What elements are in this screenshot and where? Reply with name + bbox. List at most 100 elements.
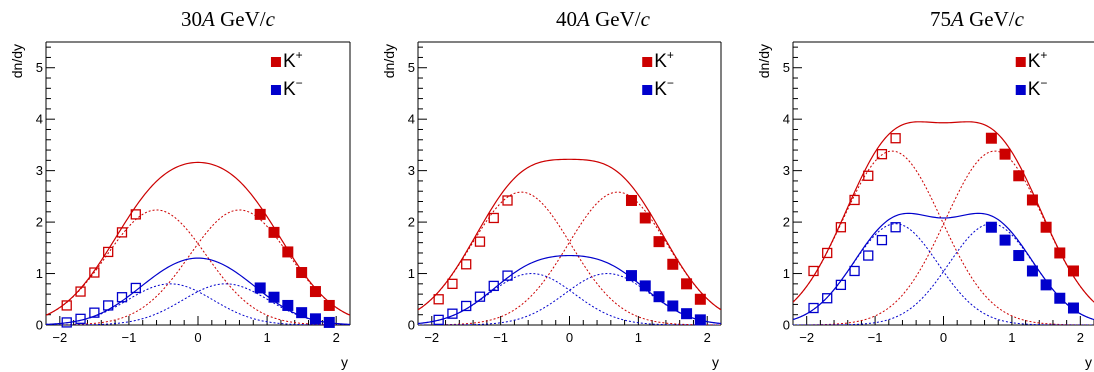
kplus-measured-point <box>323 299 335 311</box>
kplus-measured-point <box>1013 170 1025 182</box>
legend-label-kminus: K− <box>1028 76 1048 100</box>
kplus-measured-point <box>625 194 637 206</box>
y-tick-label: 3 <box>36 163 43 178</box>
kplus-measured-point <box>1026 194 1038 206</box>
kminus-measured-point <box>653 291 665 303</box>
legend-particle: K <box>654 79 667 100</box>
x-tick-label: 1 <box>1008 330 1015 345</box>
kplus-reflected-point <box>488 212 499 224</box>
x-tick-label: −2 <box>52 330 67 345</box>
kplus-measured-point <box>639 212 651 224</box>
kplus-measured-point <box>653 236 665 248</box>
kminus-fit-left-gaussian <box>793 223 1094 325</box>
x-tick-label: 2 <box>333 330 340 345</box>
title-italic-a: A <box>949 7 964 31</box>
kplus-fit-left-gaussian <box>46 209 350 325</box>
title-italic-c: c <box>266 7 276 31</box>
kplus-measured-point <box>694 293 706 305</box>
panel-title: 75A GeV/c <box>930 7 1025 31</box>
kplus-measured-point <box>667 258 679 270</box>
y-tick-label: 5 <box>36 60 43 75</box>
kplus-measured-point <box>1040 221 1052 233</box>
kplus-measured-point <box>985 132 997 144</box>
x-tick-label: −2 <box>799 330 814 345</box>
x-axis-label: y <box>341 354 348 370</box>
kminus-measured-point <box>309 313 321 325</box>
kminus-reflected-point <box>835 279 847 291</box>
legend-marker-kplus <box>270 57 281 67</box>
fit-curves <box>46 161 350 325</box>
kplus-fit-sum-curve <box>793 121 1094 303</box>
title-unit: GeV/ <box>964 7 1015 31</box>
x-tick-label: 1 <box>635 330 642 345</box>
legend-particle: K <box>283 51 296 72</box>
y-tick-label: 1 <box>783 266 790 281</box>
kplus-measured-point <box>282 246 294 258</box>
x-tick-label: 1 <box>263 330 270 345</box>
kplus-reflected-point <box>61 300 72 311</box>
kplus-measured-point <box>681 278 693 290</box>
kminus-reflected-point <box>863 250 874 261</box>
panel-title: 40A GeV/c <box>556 7 651 31</box>
x-tick-label: 2 <box>704 330 711 345</box>
legend-charge: − <box>296 76 303 90</box>
kplus-reflected-point <box>876 149 888 160</box>
kplus-fit-left-gaussian <box>418 191 721 325</box>
legend-charge: − <box>1040 76 1047 90</box>
kminus-reflected-point <box>433 314 444 326</box>
y-tick-label: 0 <box>408 318 415 333</box>
kminus-measured-point <box>667 300 679 312</box>
kminus-fit-left-gaussian <box>418 273 721 325</box>
title-italic-c: c <box>1015 7 1025 31</box>
x-tick-label: 0 <box>566 330 573 345</box>
y-axis-label: dn/dy <box>381 44 397 78</box>
kplus-reflected-point <box>447 278 458 289</box>
data-markers <box>61 208 335 328</box>
y-tick-label: 2 <box>408 215 415 230</box>
kminus-measured-point <box>625 270 637 282</box>
x-tick-label: 0 <box>194 330 201 345</box>
legend-charge: + <box>667 48 674 62</box>
legend-particle: K <box>283 79 296 100</box>
y-tick-label: 2 <box>783 215 790 230</box>
kminus-measured-point <box>999 234 1011 246</box>
kplus-reflected-point <box>808 265 819 277</box>
kminus-measured-point <box>1067 302 1079 314</box>
legend-label-kminus: K− <box>654 76 674 100</box>
kplus-fit-left-gaussian <box>793 150 1094 325</box>
legend-charge: + <box>296 48 303 62</box>
legend-label-kplus: K+ <box>1028 48 1048 72</box>
kminus-measured-point <box>268 291 280 303</box>
kminus-measured-point <box>254 282 266 294</box>
kminus-fit-left-gaussian <box>46 283 350 325</box>
kminus-reflected-point <box>75 313 86 324</box>
kminus-reflected-point <box>808 302 819 314</box>
kplus-reflected-point <box>849 194 860 206</box>
y-tick-label: 4 <box>783 112 790 127</box>
kminus-measured-point <box>1026 265 1038 277</box>
kminus-reflected-point <box>849 265 860 277</box>
y-tick-label: 0 <box>783 318 790 333</box>
kplus-measured-point <box>254 208 266 220</box>
title-unit: GeV/ <box>215 7 266 31</box>
kminus-reflected-point <box>116 292 128 303</box>
x-axis-label: y <box>712 354 719 370</box>
kplus-reflected-point <box>835 222 847 233</box>
y-tick-label: 0 <box>36 318 43 333</box>
kplus-fit-sum-curve <box>418 158 721 311</box>
kplus-measured-point <box>309 286 321 298</box>
kplus-reflected-point <box>433 294 444 305</box>
y-tick-label: 5 <box>783 60 790 75</box>
title-number: 40 <box>556 7 577 31</box>
title-italic-a: A <box>200 7 215 31</box>
y-tick-label: 4 <box>408 112 415 127</box>
data-markers <box>433 194 706 326</box>
kplus-reflected-point <box>89 267 100 278</box>
kplus-reflected-point <box>474 236 486 247</box>
kminus-measured-point <box>282 299 294 311</box>
kminus-reflected-point <box>89 307 100 318</box>
